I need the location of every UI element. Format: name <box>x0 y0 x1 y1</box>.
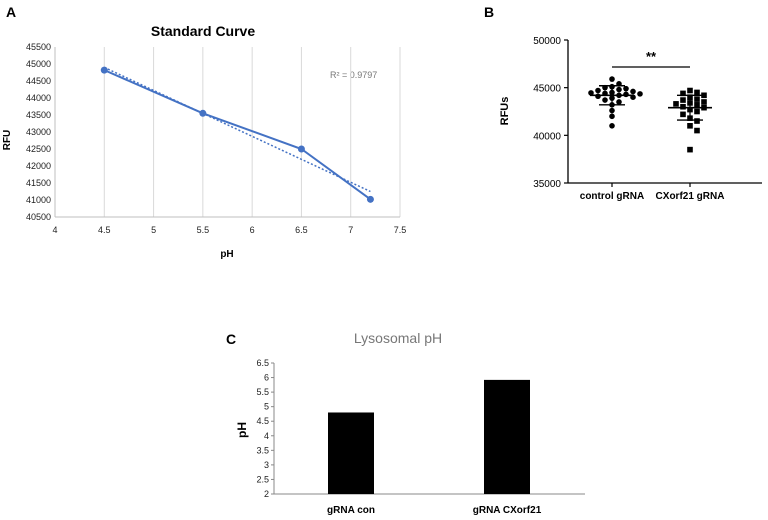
chart-b-y-tick: 50000 <box>533 36 561 47</box>
chart-c-title: Lysosomal pH <box>354 330 442 346</box>
chart-a-x-tick: 6.5 <box>295 225 308 235</box>
chart-a-y-tick: 40500 <box>26 212 51 222</box>
chart-a-y-tick: 44000 <box>26 93 51 103</box>
chart-b-point-control <box>616 86 622 93</box>
chart-a-ylabel: RFU <box>2 130 13 151</box>
chart-a-y-tick: 43000 <box>26 127 51 137</box>
chart-b-point-control <box>637 91 643 97</box>
chart-a-y-tick: 41500 <box>26 178 51 188</box>
chart-c-y-tick: 3.5 <box>256 445 269 455</box>
chart-a-point <box>366 195 374 203</box>
chart-c-y-tick: 5 <box>264 402 269 412</box>
chart-b-point-cxorf21 <box>694 89 700 96</box>
panel-letter-c: C <box>226 331 236 347</box>
chart-c-y-tick: 6 <box>264 373 269 383</box>
chart-b-x-tick: CXorf21 gRNA <box>656 191 725 202</box>
chart-c-y-tick: 6.5 <box>256 358 269 368</box>
chart-b-point-cxorf21 <box>687 123 693 129</box>
chart-c-y-tick: 4 <box>264 431 269 441</box>
chart-b-x-tick: control gRNA <box>580 191 644 202</box>
chart-c-bar <box>328 412 374 494</box>
chart-a-y-tick: 42000 <box>26 161 51 171</box>
chart-c-ylabel: pH <box>235 422 249 438</box>
chart-a-y-tick: 45500 <box>26 42 51 52</box>
chart-c-bar <box>484 379 530 494</box>
chart-b-point-cxorf21 <box>680 103 686 110</box>
chart-a-x-tick: 5 <box>151 225 156 235</box>
chart-a-point <box>297 145 305 153</box>
chart-b-point-cxorf21 <box>680 111 686 118</box>
chart-b-point-control <box>588 90 594 96</box>
chart-b-y-tick: 35000 <box>533 179 561 190</box>
panel-letter-a: A <box>6 4 16 20</box>
chart-a-y-tick: 41000 <box>26 195 51 205</box>
chart-c-y-tick: 2 <box>264 489 269 499</box>
chart-a-point <box>199 109 207 117</box>
chart-a-series-line <box>103 69 372 201</box>
chart-b-point-control <box>609 107 615 114</box>
chart-b-point-cxorf21 <box>694 102 700 108</box>
chart-a-r-squared: R² = 0.9797 <box>330 70 377 80</box>
chart-b-point-cxorf21 <box>701 99 707 105</box>
chart-a-x-tick: 4 <box>52 225 57 235</box>
chart-c-y-tick: 2.5 <box>256 474 269 484</box>
chart-c-y-tick: 5.5 <box>256 387 269 397</box>
chart-b-y-tick: 40000 <box>533 131 561 142</box>
chart-b-point-cxorf21 <box>680 90 686 97</box>
chart-b-point-control <box>609 113 615 120</box>
chart-b-ylabel: RFUs <box>499 97 511 126</box>
chart-b-point-cxorf21 <box>687 87 693 94</box>
panel-c-lysosomal-ph: Lysosomal pH pH 2 2.5 3 3.5 4 4.5 5 5.5 6 6.5 gRNA… <box>235 330 585 516</box>
chart-b-point-control <box>630 88 636 95</box>
chart-b-point-control <box>609 76 615 82</box>
chart-a-x-tick: 7 <box>348 225 353 235</box>
chart-a-x-tick: 5.5 <box>197 225 210 235</box>
chart-c-y-tick: 4.5 <box>256 416 269 426</box>
chart-a-y-tick: 43500 <box>26 110 51 120</box>
panel-letter-b: B <box>484 4 494 20</box>
chart-b-point-cxorf21 <box>694 96 700 102</box>
chart-a-xlabel: pH <box>220 249 233 260</box>
chart-b-point-cxorf21 <box>673 101 679 107</box>
chart-a-title: Standard Curve <box>151 23 255 39</box>
chart-b-point-control <box>623 91 629 98</box>
chart-b-point-cxorf21 <box>687 146 693 153</box>
chart-b-y-tick: 45000 <box>533 84 561 95</box>
chart-c-y-tick: 3 <box>264 460 269 470</box>
chart-b-point-control <box>595 93 601 100</box>
panel-b-rfus: RFUs 35000 40000 45000 50000 control gRNA CXo… <box>499 36 762 202</box>
chart-b-significance-label: ** <box>646 49 657 64</box>
chart-b-point-control <box>623 85 629 92</box>
chart-b-point-cxorf21 <box>694 127 700 134</box>
chart-a-y-tick: 42500 <box>26 144 51 154</box>
panel-a-standard-curve: Standard Curve pH RFU R² = 0.9797 4 4.5 5 5… <box>2 23 406 260</box>
chart-b-point-cxorf21 <box>680 97 686 103</box>
chart-b-point-cxorf21 <box>694 118 700 124</box>
chart-b-point-control <box>595 87 601 94</box>
chart-a-x-tick: 7.5 <box>394 225 407 235</box>
chart-a-trendline <box>103 66 371 193</box>
chart-c-x-tick: gRNA CXorf21 <box>473 505 542 516</box>
chart-b-point-cxorf21 <box>694 108 700 115</box>
chart-b-point-cxorf21 <box>701 92 707 99</box>
chart-a-y-tick: 45000 <box>26 59 51 69</box>
chart-b-point-control <box>616 99 622 105</box>
chart-a-x-tick: 4.5 <box>98 225 111 235</box>
chart-a-x-tick: 6 <box>250 225 255 235</box>
chart-a-y-tick: 44500 <box>26 76 51 86</box>
chart-b-point-control <box>609 123 615 129</box>
chart-c-x-tick: gRNA con <box>327 505 375 516</box>
chart-a-point <box>100 66 108 74</box>
chart-b-point-control <box>602 97 608 103</box>
